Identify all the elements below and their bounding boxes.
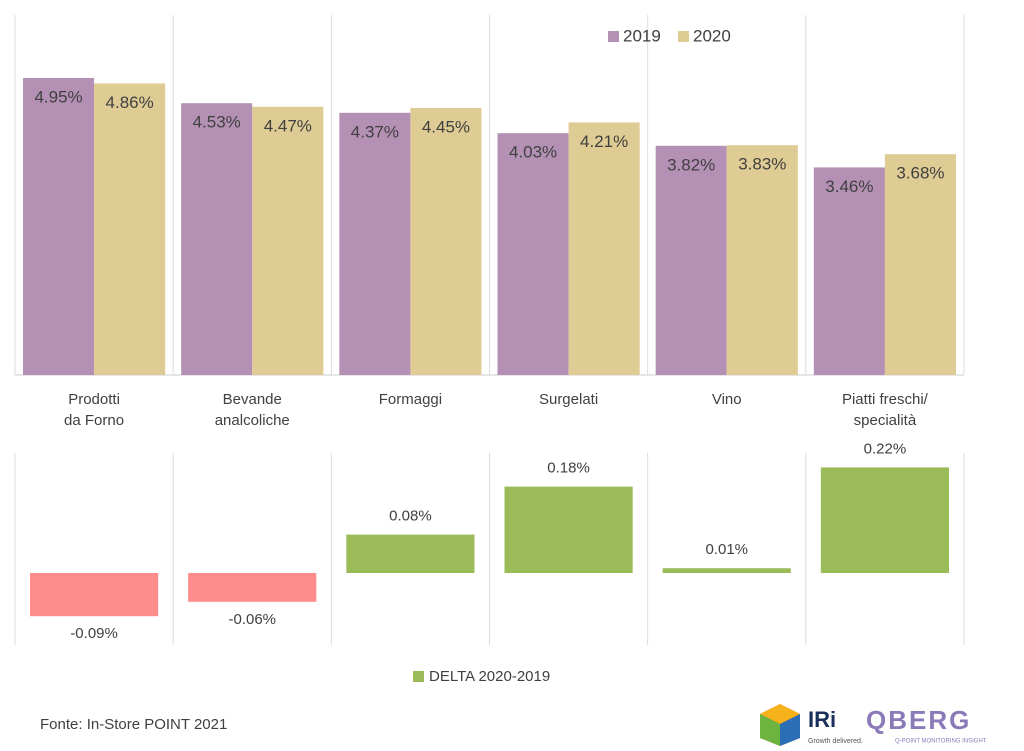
x-tick-label: Bevande	[223, 391, 282, 408]
value-label: 4.37%	[351, 122, 399, 141]
qberg-tagline: Q-POINT MONITORING INSIGHT	[895, 739, 987, 745]
bar	[504, 486, 633, 573]
bar	[181, 103, 253, 375]
legend-label: 2019	[623, 26, 661, 45]
bar	[497, 133, 569, 375]
value-label: 3.46%	[825, 177, 873, 196]
value-label: 0.01%	[705, 541, 748, 558]
bar	[346, 534, 475, 573]
value-label: 4.21%	[580, 132, 628, 151]
bar	[820, 467, 949, 573]
bar	[23, 78, 95, 375]
x-tick-label: Formaggi	[379, 391, 442, 408]
source: Fonte: In-Store POINT 2021	[40, 716, 227, 733]
value-label: 4.03%	[509, 143, 557, 162]
bar	[252, 106, 324, 376]
value-label: -0.06%	[228, 611, 276, 628]
x-tick-label: Piatti freschi/	[842, 391, 929, 408]
x-tick-label: specialità	[854, 412, 917, 429]
value-label: 0.22%	[864, 440, 907, 457]
iri-logo: IRi Growth delivered.	[760, 704, 863, 746]
x-tick-label: da Forno	[64, 412, 124, 429]
value-label: -0.09%	[70, 625, 118, 642]
legend-swatch	[678, 31, 689, 42]
legend-label: 2020	[693, 26, 731, 45]
legend-label: DELTA 2020-2019	[429, 668, 550, 685]
iri-tagline: Growth delivered.	[808, 738, 863, 745]
x-tick-label: Vino	[712, 391, 742, 408]
value-label: 4.95%	[34, 87, 82, 106]
bar	[94, 83, 166, 376]
value-label: 4.86%	[106, 93, 154, 112]
bar	[339, 112, 411, 376]
bar	[655, 145, 727, 375]
value-label: 4.53%	[193, 113, 241, 132]
bar	[726, 145, 798, 375]
value-label: 0.08%	[389, 508, 432, 525]
value-label: 0.18%	[547, 460, 590, 477]
bar	[662, 568, 791, 573]
x-tick-label: Prodotti	[68, 391, 120, 408]
legend-swatch	[413, 671, 424, 682]
value-label: 3.68%	[896, 164, 944, 183]
qberg-text: QBERG	[866, 705, 971, 735]
value-label: 3.83%	[738, 155, 786, 174]
iri-text: IRi	[808, 707, 836, 732]
bar	[568, 122, 640, 376]
x-tick-label: Surgelati	[539, 391, 598, 408]
bar	[410, 108, 482, 375]
value-label: 3.82%	[667, 155, 715, 174]
bar	[884, 154, 956, 375]
bar	[188, 573, 317, 602]
x-tick-label: analcoliche	[215, 412, 290, 429]
value-label: 4.47%	[264, 116, 312, 135]
legend-swatch	[608, 31, 619, 42]
bar	[30, 573, 159, 617]
value-label: 4.45%	[422, 117, 470, 136]
bar	[813, 167, 885, 375]
